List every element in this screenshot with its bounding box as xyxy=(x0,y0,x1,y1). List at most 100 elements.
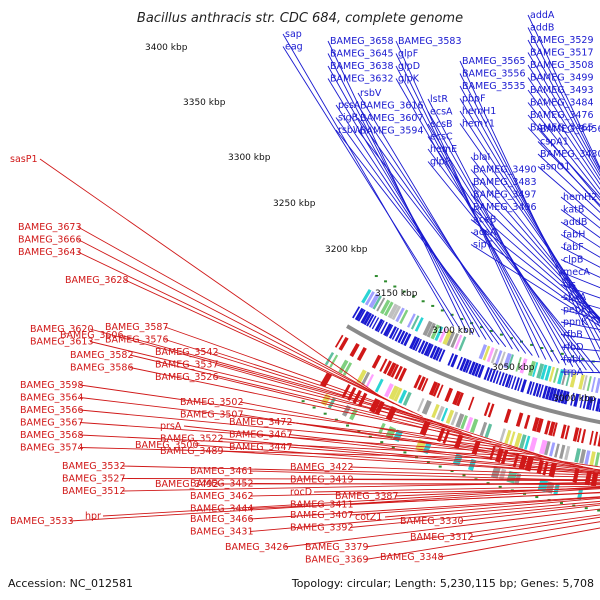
feature-block xyxy=(368,293,380,309)
kbp-tick-labels-layer: 3400 kbp 3350 kbp 3300 kbp 3250 kbp 3200 kbp… xyxy=(145,43,596,404)
gene-label-forward: BAMEG_3508 xyxy=(530,60,594,71)
gene-label-forward: ecsC xyxy=(430,132,453,143)
feature-block xyxy=(421,377,429,392)
feature-block xyxy=(469,418,479,434)
gene-label-forward: fabH xyxy=(563,230,585,241)
feature-block xyxy=(499,351,506,367)
feature-block xyxy=(515,412,524,427)
leader-line xyxy=(527,127,600,208)
gene-label-reverse: BAMEG_3348 xyxy=(380,552,444,563)
gene-label-forward: sap xyxy=(285,29,302,40)
gene-label-reverse: BAMEG_3489 xyxy=(160,446,224,457)
feature-block xyxy=(465,360,472,374)
tick-dot xyxy=(535,496,539,499)
feature-block xyxy=(354,307,365,321)
leader-line xyxy=(327,78,487,340)
gene-label-reverse: BAMEG_3586 xyxy=(70,363,134,374)
kbp-tick-label: 3350 kbp xyxy=(183,98,226,108)
kbp-tick-label: 3050 kbp xyxy=(492,363,535,373)
feature-block xyxy=(560,424,567,439)
feature-block xyxy=(358,392,368,407)
feature-block xyxy=(383,323,393,337)
tick-dot xyxy=(368,435,372,438)
leader-line xyxy=(469,516,600,538)
feature-block xyxy=(519,358,528,374)
tick-dot xyxy=(357,430,361,433)
feature-block xyxy=(364,291,375,306)
kbp-tick-label: 3400 kbp xyxy=(145,43,188,53)
feature-block xyxy=(483,402,491,417)
feature-block xyxy=(509,431,516,446)
feature-block xyxy=(371,354,382,369)
feature-block xyxy=(574,448,581,463)
feature-block xyxy=(523,414,531,429)
feature-block xyxy=(395,307,405,323)
feature-block xyxy=(572,468,580,483)
feature-block xyxy=(499,428,506,443)
gene-label-reverse: BAMEG_3542 xyxy=(155,347,219,358)
gene-label-reverse: BAMEG_3522 xyxy=(160,434,224,445)
gene-label-reverse: BAMEG_3620 xyxy=(30,324,94,335)
feature-block xyxy=(456,392,464,407)
feature-block xyxy=(421,399,432,415)
feature-block xyxy=(551,388,558,402)
leader-line xyxy=(327,40,467,333)
feature-block xyxy=(552,422,558,437)
feature-block xyxy=(391,305,402,321)
feature-block xyxy=(479,421,488,437)
feature-block xyxy=(393,387,403,402)
tick-dot xyxy=(391,446,395,449)
feature-block xyxy=(438,349,446,363)
leader-line xyxy=(537,153,600,214)
feature-block xyxy=(374,378,384,393)
feature-block xyxy=(380,321,388,335)
gene-label-reverse: BAMEG_3628 xyxy=(65,275,129,286)
feature-block xyxy=(388,385,400,401)
gene-label-reverse: BAMEG_3500 xyxy=(135,440,199,451)
gene-label-reverse: prsA xyxy=(160,421,182,432)
feature-block xyxy=(527,360,536,377)
feature-block xyxy=(536,418,544,433)
gene-label-forward: cls xyxy=(563,280,576,291)
gene-label-forward: BAMEG_3638 xyxy=(330,61,394,72)
feature-block xyxy=(584,450,591,465)
leader-line xyxy=(79,422,532,455)
feature-block xyxy=(442,329,453,346)
tick-dot xyxy=(560,352,564,355)
feature-block xyxy=(383,360,392,375)
feature-block xyxy=(483,367,491,380)
leader-line xyxy=(335,129,507,348)
feature-block xyxy=(349,342,360,358)
gene-label-reverse: BAMEG_3606 xyxy=(60,330,124,341)
feature-block xyxy=(399,309,409,324)
tick-dot xyxy=(438,465,442,468)
feature-block xyxy=(579,449,587,464)
gene-label-forward: pssA xyxy=(338,100,361,111)
feature-block xyxy=(597,433,600,447)
feature-block xyxy=(468,361,476,375)
gene-label-reverse: BAMEG_3492 xyxy=(155,479,219,490)
leader-line xyxy=(394,487,600,497)
gene-label-reverse: sasP1 xyxy=(10,154,38,165)
feature-block xyxy=(324,352,335,366)
leader-line xyxy=(39,158,385,400)
leader-line xyxy=(349,496,600,516)
gene-label-reverse: BAMEG_3598 xyxy=(20,380,84,391)
leader-line xyxy=(527,89,600,190)
leader-line xyxy=(427,111,574,368)
feature-block xyxy=(452,390,462,406)
leader-line xyxy=(335,104,493,343)
tick-dot xyxy=(403,451,407,454)
gene-label-reverse: BAMEG_3369 xyxy=(305,555,369,566)
leader-line xyxy=(427,136,587,371)
feature-block xyxy=(579,394,584,408)
feature-block xyxy=(398,367,407,382)
feature-block xyxy=(400,331,409,345)
gene-label-reverse: hpr xyxy=(85,511,101,522)
feature-block xyxy=(380,299,391,315)
gene-label-forward: pbpF xyxy=(462,94,486,105)
gene-label-reverse: BAMEG_3566 xyxy=(20,405,84,416)
feature-block xyxy=(540,364,548,380)
gene-label-reverse: BAMEG_3643 xyxy=(18,247,82,258)
tick-dot xyxy=(312,406,316,409)
